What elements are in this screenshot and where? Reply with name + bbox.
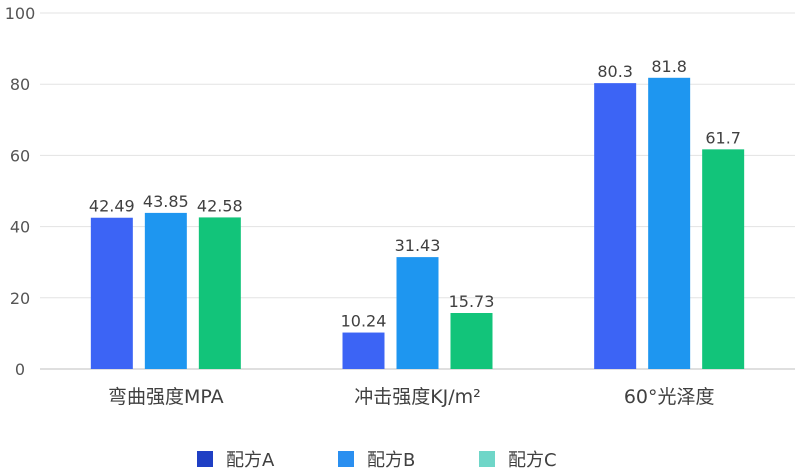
legend-swatch: [197, 451, 213, 467]
bar-series-0-cat-0: [90, 217, 133, 369]
x-axis: 弯曲强度MPA 冲击强度KJ/m² 60°光泽度: [108, 386, 714, 408]
data-label: 61.7: [705, 128, 741, 147]
y-tick-label: 80: [10, 75, 30, 94]
legend-label: 配方B: [367, 450, 415, 471]
bars: 42.49 43.85 42.58 10.24 31.43 15.73 80.3 81.8 61…: [89, 57, 745, 370]
y-tick-label: 60: [10, 146, 30, 165]
y-tick-label: 20: [10, 289, 30, 308]
bar-series-0-cat-1: [342, 332, 385, 369]
bar-series-2-cat-1: [450, 313, 493, 369]
y-tick-label: 0: [15, 360, 25, 379]
data-label: 42.58: [197, 196, 243, 215]
legend: 配方A 配方B 配方C: [197, 450, 557, 471]
legend-label: 配方A: [226, 450, 275, 471]
data-label: 43.85: [143, 192, 189, 211]
category-label: 60°光泽度: [624, 386, 715, 408]
bar-series-1-cat-1: [396, 257, 439, 369]
data-label: 81.8: [651, 57, 687, 76]
y-tick-label: 40: [10, 218, 30, 237]
data-label: 10.24: [341, 312, 387, 331]
category-label: 弯曲强度MPA: [108, 386, 224, 408]
data-label: 42.49: [89, 197, 135, 216]
bar-series-1-cat-2: [648, 77, 691, 370]
bar-series-1-cat-0: [144, 212, 187, 369]
data-label: 80.3: [597, 62, 633, 81]
legend-label: 配方C: [508, 450, 557, 471]
legend-swatch: [338, 451, 354, 467]
y-axis: 0 20 40 60 80 100: [5, 4, 36, 379]
category-label: 冲击强度KJ/m²: [354, 386, 481, 408]
data-label: 15.73: [449, 292, 495, 311]
legend-swatch: [479, 451, 495, 467]
y-tick-label: 100: [5, 4, 36, 23]
bar-series-0-cat-2: [594, 83, 637, 369]
data-label: 31.43: [395, 236, 441, 255]
bar-series-2-cat-0: [198, 217, 241, 369]
bar-series-2-cat-2: [702, 149, 745, 369]
